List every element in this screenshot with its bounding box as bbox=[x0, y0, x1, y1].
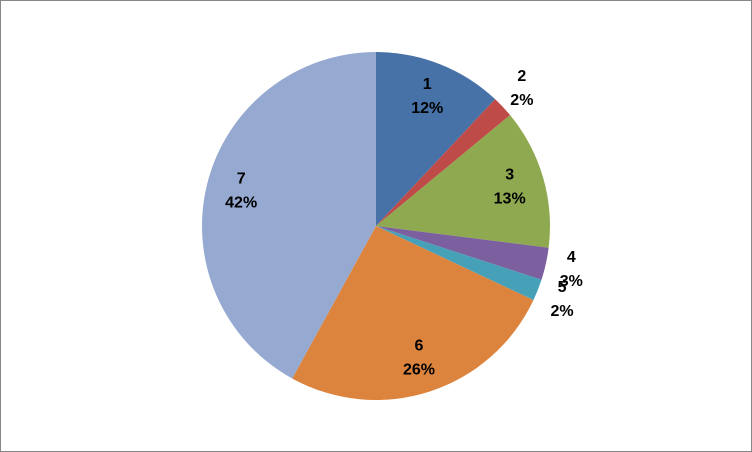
slice-value-label: 13% bbox=[494, 190, 526, 207]
pie-slice bbox=[376, 226, 549, 280]
slice-category-label: 5 bbox=[558, 279, 567, 296]
pie-slice bbox=[376, 52, 496, 226]
pie-slice bbox=[376, 115, 550, 248]
pie-slice bbox=[376, 99, 511, 226]
slice-value-label: 26% bbox=[403, 362, 435, 379]
slice-category-label: 1 bbox=[423, 76, 432, 93]
slice-category-label: 6 bbox=[415, 338, 424, 355]
slice-value-label: 12% bbox=[411, 100, 443, 117]
slice-value-label: 3% bbox=[560, 273, 583, 290]
pie-slice bbox=[376, 226, 542, 301]
slice-value-label: 42% bbox=[225, 195, 257, 212]
pie-slice bbox=[202, 52, 376, 379]
slice-category-label: 2 bbox=[517, 68, 526, 85]
slice-value-label: 2% bbox=[550, 303, 573, 320]
slice-value-label: 2% bbox=[510, 92, 533, 109]
slice-category-label: 7 bbox=[237, 171, 246, 188]
pie-slice bbox=[292, 226, 534, 400]
pie bbox=[202, 52, 550, 400]
slice-category-label: 4 bbox=[567, 249, 576, 266]
slice-category-label: 3 bbox=[505, 166, 514, 183]
